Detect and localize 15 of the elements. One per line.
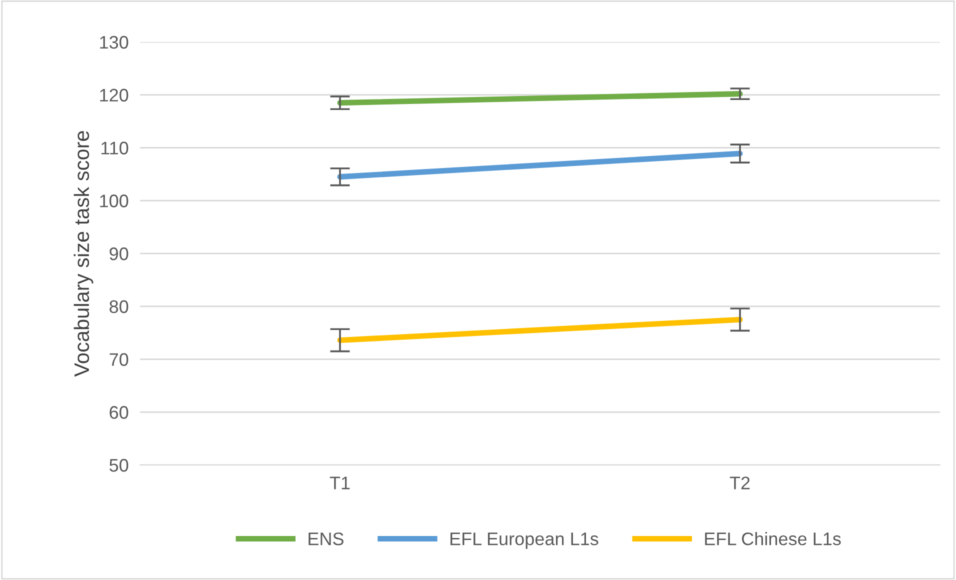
y-tick-label: 110 bbox=[101, 142, 128, 154]
y-axis-title: Vocabulary size task score bbox=[74, 131, 94, 377]
legend-label: EFL Chinese L1s bbox=[705, 532, 841, 546]
y-tick-label: 50 bbox=[110, 458, 128, 472]
y-tick-label: 60 bbox=[110, 406, 128, 419]
y-tick-label: 90 bbox=[110, 247, 128, 260]
x-tick-label: T1 bbox=[330, 476, 350, 490]
x-tick-label: T2 bbox=[730, 476, 750, 490]
legend-label: EFL European L1s bbox=[450, 532, 598, 549]
y-tick-label: 130 bbox=[100, 36, 128, 49]
y-tick-label: 120 bbox=[100, 88, 128, 102]
y-tick-label: 80 bbox=[110, 300, 128, 314]
y-tick-label: 70 bbox=[110, 353, 128, 366]
y-tick-label: 100 bbox=[100, 194, 128, 208]
legend-label: ENS bbox=[308, 532, 344, 546]
